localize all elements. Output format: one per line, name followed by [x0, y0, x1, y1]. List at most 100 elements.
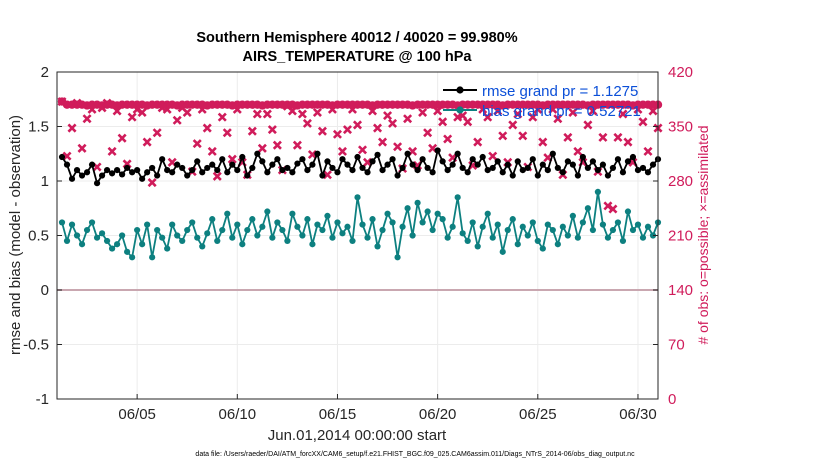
rmse-point [239, 153, 246, 161]
rmse-point [414, 167, 421, 174]
bias-point [604, 234, 612, 241]
bias-point [539, 245, 546, 252]
obs-assimilated-point [508, 120, 518, 130]
bias-point [108, 245, 116, 252]
rmse-point [169, 169, 176, 176]
rmse-point [58, 153, 66, 161]
bias-point [364, 234, 371, 241]
bias-point [544, 221, 551, 228]
rmse-point [559, 169, 566, 176]
rmse-point [569, 161, 576, 168]
obs-assimilated-point [393, 142, 403, 152]
bias-point [614, 219, 622, 226]
bias-point [78, 241, 86, 248]
bias-point [439, 216, 446, 223]
y-tick-right-label: 0 [668, 391, 676, 408]
rmse-point [309, 161, 316, 168]
rmse-point [419, 156, 426, 163]
rmse-point [244, 172, 251, 179]
rmse-point [644, 169, 652, 176]
rmse-point [299, 156, 306, 163]
y-tick-label: 2 [41, 64, 49, 81]
rmse-point [369, 158, 376, 165]
bias-point [179, 237, 186, 245]
bias-point [469, 219, 476, 226]
y-tick-label: -1 [36, 391, 49, 408]
bias-point [519, 223, 526, 230]
bias-point [269, 234, 276, 241]
rmse-point [394, 172, 401, 179]
bias-point [93, 234, 101, 241]
rmse-point [534, 172, 541, 179]
rmse-point [334, 169, 341, 176]
obs-assimilated-point [212, 171, 222, 181]
bias-point [639, 234, 647, 241]
obs-assimilated-point [438, 117, 448, 127]
bias-point [644, 223, 652, 230]
obs-assimilated-point [152, 128, 162, 138]
bias-point [464, 237, 471, 245]
rmse-point [139, 175, 146, 182]
rmse-point [364, 169, 371, 176]
rmse-point [73, 167, 81, 174]
rmse-point [599, 161, 607, 168]
rmse-point [194, 158, 201, 165]
rmse-point [154, 172, 161, 179]
bias-point [264, 208, 271, 215]
rmse-point [314, 150, 321, 157]
rmse-point [449, 161, 456, 168]
y-tick-right-label: 70 [668, 337, 685, 354]
x-tick-label: 06/30 [619, 406, 657, 423]
data-file-footer: data file: /Users/raeder/DAI/ATM_forcXX/… [195, 451, 635, 458]
rmse-point [499, 169, 506, 176]
obs-assimilated-point [222, 128, 232, 138]
obs-assimilated-point [513, 109, 523, 119]
bias-point [284, 237, 291, 245]
y-tick-right-label: 280 [668, 173, 693, 190]
obs-assimilated-point [262, 109, 272, 119]
obs-assimilated-point [443, 134, 453, 144]
chart-title: Southern Hemisphere 40012 / 40020 = 99.9… [196, 30, 517, 46]
bias-point [494, 221, 501, 228]
bias-point [429, 226, 436, 234]
bias-point [574, 234, 581, 241]
bias-point [354, 194, 361, 201]
obs-assimilated-point [337, 146, 347, 156]
bias-point [154, 226, 161, 234]
left-axis-ticks: 2 1.5 1 0.5 0 -0.5 -1 [23, 64, 62, 408]
bias-point [389, 219, 396, 226]
obs-assimilated-point [633, 104, 643, 114]
rmse-point [454, 150, 461, 157]
obs-assimilated-point [463, 117, 473, 127]
bias-point [489, 234, 496, 241]
bias-point [559, 223, 566, 230]
bias-point [194, 234, 201, 241]
rmse-point [404, 150, 411, 157]
obs-assimilated-point [57, 97, 67, 107]
y-tick-label: 0.5 [28, 228, 49, 245]
bias-point [514, 241, 521, 248]
bias-point [349, 237, 356, 245]
rmse-point [294, 160, 301, 167]
rmse-point [474, 161, 481, 168]
rmse-point [629, 153, 637, 161]
rmse-point [349, 167, 356, 174]
bias-point [344, 223, 351, 230]
obs-assimilated-point [87, 104, 97, 114]
bias-point [549, 226, 556, 234]
x-tick-label: 06/15 [319, 406, 357, 423]
bias-point [244, 226, 251, 234]
obs-assimilated-point [207, 146, 217, 156]
rmse-point [199, 169, 206, 176]
obs-assimilated-point [327, 104, 337, 114]
rmse-point [98, 172, 106, 179]
rmse-point [159, 156, 166, 163]
bias-point [98, 230, 106, 237]
obs-assimilated-point [418, 107, 428, 118]
obs-assimilated-point [573, 146, 583, 156]
obs-assimilated-point [227, 154, 237, 164]
x-tick-label: 06/25 [519, 406, 557, 423]
bias-point [329, 234, 336, 241]
obs-assimilated-point [568, 107, 578, 118]
y-tick-right-label: 350 [668, 119, 693, 136]
